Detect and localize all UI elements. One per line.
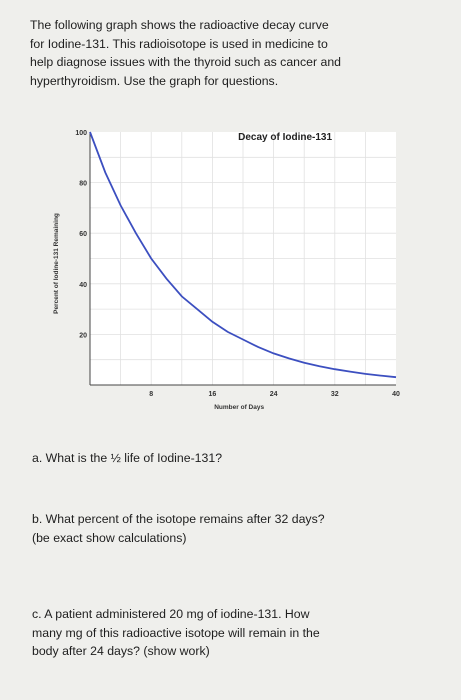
- intro-paragraph: The following graph shows the radioactiv…: [30, 16, 450, 90]
- question-b-line: b. What percent of the isotope remains a…: [32, 512, 325, 526]
- decay-chart: 100 80 60 40 20 8 16 24 32 40 Number of Days Percen…: [0, 120, 461, 420]
- y-tick-label: 60: [79, 231, 87, 238]
- question-c: c. A patient administered 20 mg of iodin…: [32, 605, 412, 661]
- x-tick-label: 32: [331, 391, 339, 398]
- y-tick-label: 100: [75, 130, 87, 137]
- chart-title: Decay of Iodine-131: [238, 132, 332, 143]
- chart-svg: 100 80 60 40 20 8 16 24 32 40 Number of Days Percen…: [53, 130, 400, 411]
- y-axis-label: Percent of Iodine-131 Remaining: [53, 213, 60, 314]
- question-c-line: many mg of this radioactive isotope will…: [32, 625, 320, 640]
- x-tick-label: 24: [270, 391, 278, 398]
- decay-curve-line: [89, 131, 397, 379]
- intro-line: help diagnose issues with the thyroid su…: [30, 55, 342, 69]
- x-tick-label: 8: [149, 391, 153, 398]
- x-tick-label: 40: [392, 391, 400, 398]
- intro-line: The following graph shows the radioactiv…: [30, 18, 329, 32]
- intro-line: for Iodine-131. This radioisotope is use…: [30, 36, 328, 51]
- question-b-line: (be exact show calculations): [32, 530, 187, 545]
- question-a-line: a. What is the ½ life of Iodine-131?: [32, 451, 223, 465]
- y-tick-label: 80: [79, 181, 87, 188]
- question-c-line: c. A patient administered 20 mg of iodin…: [32, 607, 310, 621]
- question-b: b. What percent of the isotope remains a…: [32, 510, 412, 547]
- question-c-line: body after 24 days? (show work): [32, 644, 210, 658]
- x-tick-label: 16: [209, 391, 217, 398]
- question-a: a. What is the ½ life of Iodine-131?: [32, 449, 412, 468]
- intro-line: hyperthyroidism. Use the graph for quest…: [30, 73, 279, 88]
- x-axis-label: Number of Days: [214, 404, 264, 411]
- y-tick-label: 40: [79, 282, 87, 289]
- y-tick-label: 20: [79, 332, 87, 339]
